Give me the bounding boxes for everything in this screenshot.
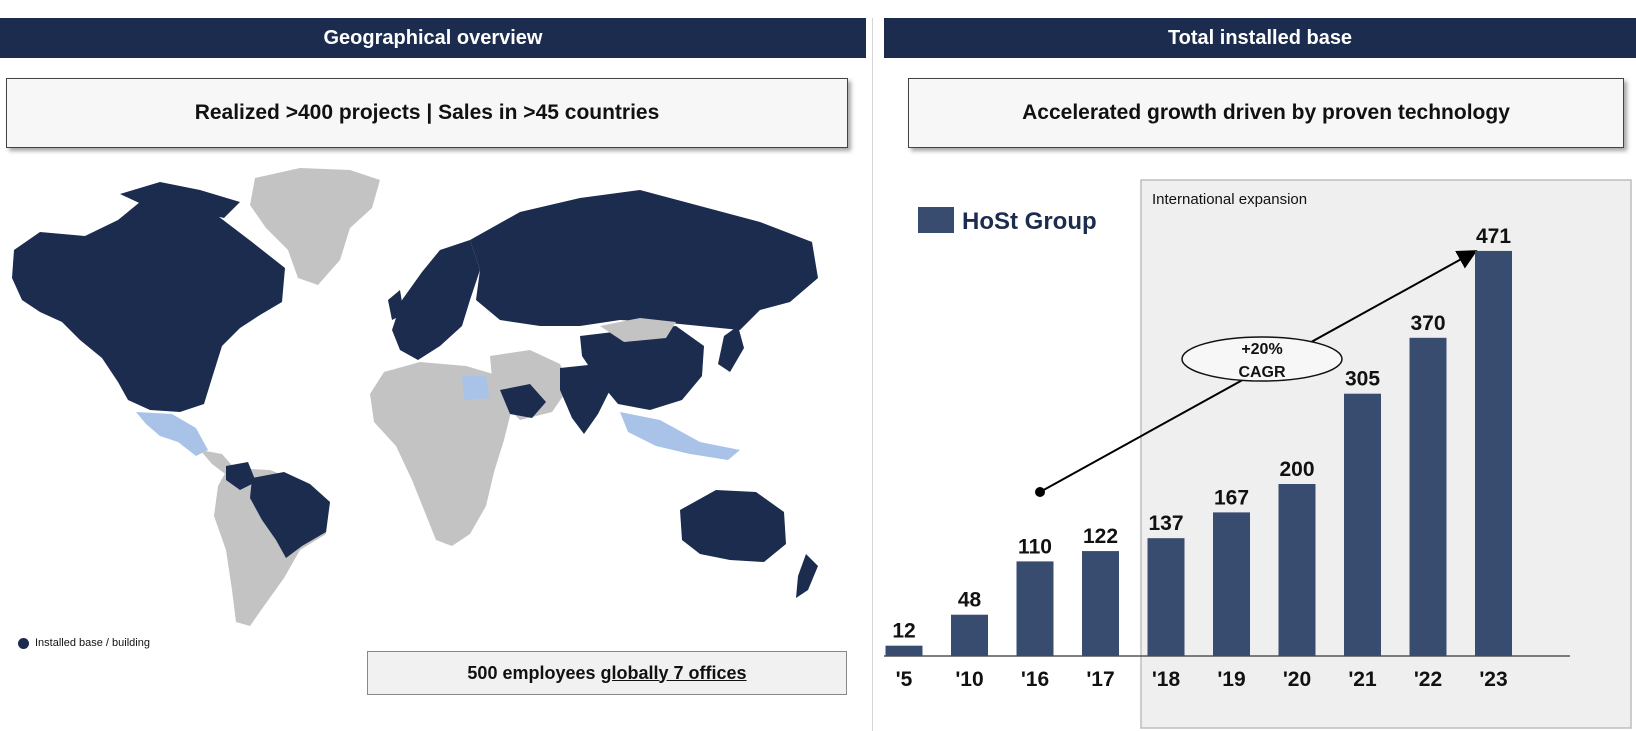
bar-7 [1344,393,1381,656]
x-tick-label-7: '21 [1348,668,1377,691]
bar-value-label-7: 305 [1345,368,1380,391]
bar-8 [1409,337,1447,656]
offices-link-text: globally 7 offices [600,662,747,683]
panel-divider [872,18,873,731]
map-uk [388,290,404,320]
bar-5 [1213,512,1250,656]
bar-value-label-4: 137 [1148,512,1183,535]
employees-count: 500 employees [467,662,596,683]
map-legend: Installed base / building [18,637,150,649]
international-expansion-label: International expansion [1152,191,1307,208]
legend-swatch [918,207,954,233]
map-china [580,326,704,410]
map-greenland [250,168,380,285]
cagr-arrow-start-dot [1035,487,1045,497]
map-colombia [226,462,256,490]
installed-base-chart: International expansion HoSt Group +20% … [884,179,1632,729]
legend-series-label: HoSt Group [962,208,1097,235]
x-tick-label-9: '23 [1479,668,1507,691]
map-egypt [462,376,490,400]
bar-0 [885,645,923,656]
map-legend-label: Installed base / building [35,637,150,649]
x-tick-label-6: '20 [1283,668,1311,691]
cagr-ellipse [1181,336,1343,382]
x-tick-label-0: '5 [896,668,913,691]
bar-9 [1475,250,1512,656]
map-north-america [12,198,285,412]
map-europe [392,240,480,360]
x-tick-label-8: '22 [1414,668,1442,691]
geographical-panel: Geographical overview Realized >400 proj… [0,18,866,731]
bar-value-label-3: 122 [1083,525,1118,548]
bar-2 [1016,561,1054,656]
map-saudi-arabia [500,384,546,418]
map-india [560,364,612,434]
x-tick-label-3: '17 [1086,668,1114,691]
bar-6 [1278,484,1316,656]
bar-value-label-2: 110 [1018,535,1052,558]
cagr-percent-label: +20% [1241,341,1282,358]
growth-summary-box: Accelerated growth driven by proven tech… [908,78,1624,148]
x-tick-label-2: '16 [1021,668,1049,691]
bars-group: 12 '5 48 '10 110 '16 122 '17 137 '18 167 '19 200 '20 3… [885,225,1512,691]
map-mongolia [600,318,676,342]
map-mexico [136,412,208,456]
x-tick-label-5: '19 [1217,668,1245,691]
map-russia [470,190,818,330]
map-australia [680,490,786,562]
installed-base-panel: Total installed base Accelerated growth … [884,18,1636,731]
employees-box: 500 employees globally 7 offices [367,651,847,695]
bar-value-label-0: 12 [892,620,915,643]
bar-1 [951,614,988,656]
bar-value-label-5: 167 [1214,486,1249,509]
installed-base-header: Total installed base [884,18,1636,58]
bar-value-label-1: 48 [958,589,982,612]
map-africa [370,362,512,546]
map-new-zealand [796,554,818,598]
installed-base-dot-icon [18,637,29,649]
map-japan [718,326,744,372]
bar-value-label-9: 471 [1476,225,1511,248]
x-tick-label-1: '10 [955,668,983,691]
map-brazil [250,472,330,558]
x-tick-label-4: '18 [1152,668,1181,691]
world-map [12,168,818,626]
map-southeast-asia [620,412,740,460]
bar-4 [1147,538,1185,656]
projects-summary-box: Realized >400 projects | Sales in >45 co… [6,78,848,148]
bar-3 [1082,551,1119,656]
bar-value-label-6: 200 [1279,458,1314,481]
cagr-label: CAGR [1238,364,1286,381]
bar-value-label-8: 370 [1410,312,1445,335]
geographical-header: Geographical overview [0,18,866,58]
map-canada-islands [120,182,240,218]
